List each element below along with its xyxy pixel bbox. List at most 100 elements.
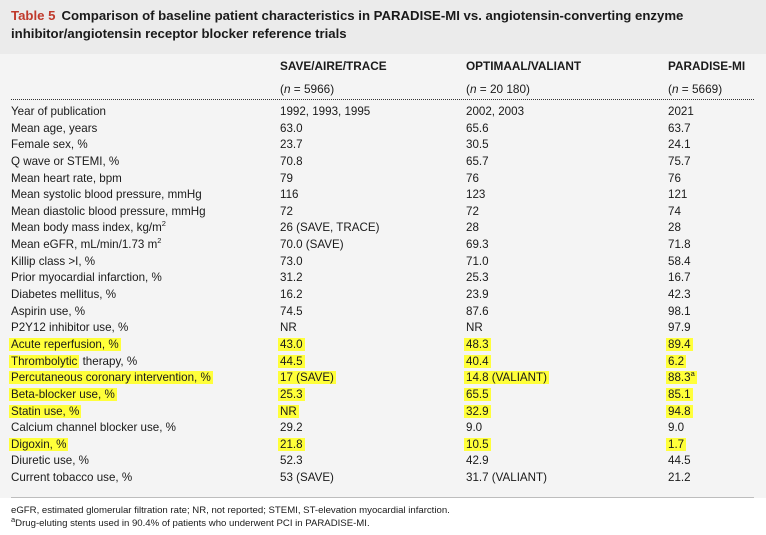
footnote-abbreviations: eGFR, estimated glomerular filtration ra… bbox=[11, 505, 450, 516]
table-row: Statin use, % NR 32.9 94.8 bbox=[0, 404, 766, 421]
cell-optimaal-valiant: 40.4 bbox=[464, 354, 491, 368]
cell-save-aire-trace: 25.3 bbox=[278, 387, 305, 401]
cell-save-aire-trace: 70.0 (SAVE) bbox=[280, 238, 344, 252]
row-label: Mean age, years bbox=[11, 121, 98, 135]
cell-paradise-mi: 74 bbox=[668, 204, 681, 218]
cell-optimaal-valiant: 2002, 2003 bbox=[466, 105, 525, 118]
cell-optimaal-valiant: 65.5 bbox=[464, 387, 491, 401]
cell-paradise-mi: 76 bbox=[668, 171, 681, 185]
table-row: Mean age, years 63.0 65.6 63.7 bbox=[0, 121, 766, 138]
table-title-text: Comparison of baseline patient character… bbox=[11, 8, 684, 41]
table-row: Thrombolytic therapy, % 44.5 40.4 6.2 bbox=[0, 354, 766, 371]
cell-paradise-mi: 16.7 bbox=[668, 271, 691, 285]
row-label: Calcium channel blocker use, % bbox=[11, 421, 176, 435]
cell-save-aire-trace: 74.5 bbox=[280, 304, 303, 318]
row-label: Diuretic use, % bbox=[11, 454, 89, 468]
cell-optimaal-valiant: 23.9 bbox=[466, 288, 489, 302]
cell-optimaal-valiant: 123 bbox=[466, 188, 486, 202]
row-label: Mean diastolic blood pressure, mmHg bbox=[11, 204, 206, 218]
cell-optimaal-valiant: 28 bbox=[466, 221, 479, 235]
row-label: Mean eGFR, mL/min/1.73 m2 bbox=[11, 236, 162, 252]
row-label: Mean heart rate, bpm bbox=[11, 171, 122, 185]
column-header-n: (n = 5966) bbox=[280, 82, 335, 96]
table-row: Mean heart rate, bpm 79 76 76 bbox=[0, 171, 766, 188]
cell-optimaal-valiant: 48.3 bbox=[464, 337, 491, 351]
table-number: Table 5 bbox=[11, 8, 56, 23]
footnote-a-mark: a bbox=[11, 514, 16, 524]
table-title: Table 5 Comparison of baseline patient ch… bbox=[11, 7, 756, 43]
table-row: Female sex, % 23.7 30.5 24.1 bbox=[0, 137, 766, 154]
title-band bbox=[0, 0, 766, 54]
cell-optimaal-valiant: 65.7 bbox=[466, 154, 489, 168]
table-row: Killip class >I, % 73.0 71.0 58.4 bbox=[0, 254, 766, 271]
cell-optimaal-valiant: 76 bbox=[466, 171, 479, 185]
cell-paradise-mi: 88.3a bbox=[666, 369, 697, 385]
cell-save-aire-trace: 26 (SAVE, TRACE) bbox=[280, 221, 380, 235]
table-row: Calcium channel blocker use, % 29.2 9.0 9.0 bbox=[0, 420, 766, 437]
row-label: Year of publication bbox=[11, 105, 106, 118]
cell-save-aire-trace: 63.0 bbox=[280, 121, 303, 135]
cell-save-aire-trace: 1992, 1993, 1995 bbox=[280, 105, 371, 118]
cell-paradise-mi: 94.8 bbox=[666, 404, 693, 418]
row-label: Aspirin use, % bbox=[11, 304, 86, 318]
row-label: Statin use, % bbox=[9, 404, 82, 418]
table-row: Aspirin use, % 74.5 87.6 98.1 bbox=[0, 304, 766, 321]
cell-paradise-mi: 28 bbox=[668, 221, 681, 235]
footnote-a: aDrug-eluting stents used in 90.4% of pa… bbox=[11, 514, 370, 530]
cell-save-aire-trace: 23.7 bbox=[280, 138, 303, 152]
cell-save-aire-trace: NR bbox=[278, 404, 299, 418]
cell-paradise-mi: 42.3 bbox=[668, 288, 691, 302]
table-row: Mean diastolic blood pressure, mmHg 72 72 7… bbox=[0, 204, 766, 221]
table-row: Diuretic use, % 52.3 42.9 44.5 bbox=[0, 453, 766, 470]
cell-paradise-mi: 9.0 bbox=[668, 421, 685, 435]
cell-save-aire-trace: 44.5 bbox=[278, 354, 305, 368]
table-row: Mean eGFR, mL/min/1.73 m2 70.0 (SAVE) 69.3… bbox=[0, 237, 766, 254]
row-label: Mean systolic blood pressure, mmHg bbox=[11, 188, 202, 202]
cell-paradise-mi: 1.7 bbox=[666, 437, 687, 451]
cell-save-aire-trace: 43.0 bbox=[278, 337, 305, 351]
table-row: Q wave or STEMI, % 70.8 65.7 75.7 bbox=[0, 154, 766, 171]
cell-paradise-mi: 58.4 bbox=[668, 254, 691, 268]
cell-save-aire-trace: 16.2 bbox=[280, 288, 303, 302]
table-row: Mean body mass index, kg/m2 26 (SAVE, TRA… bbox=[0, 220, 766, 237]
cell-optimaal-valiant: 31.7 (VALIANT) bbox=[466, 471, 547, 485]
cell-save-aire-trace: 17 (SAVE) bbox=[278, 371, 336, 385]
cell-save-aire-trace: NR bbox=[280, 321, 297, 335]
cell-optimaal-valiant: 14.8 (VALIANT) bbox=[464, 371, 549, 385]
cell-save-aire-trace: 116 bbox=[280, 188, 299, 202]
cell-optimaal-valiant: 10.5 bbox=[464, 437, 491, 451]
footnote-divider bbox=[11, 497, 754, 498]
cell-optimaal-valiant: 87.6 bbox=[466, 304, 489, 318]
row-label: Beta-blocker use, % bbox=[9, 387, 117, 401]
cell-optimaal-valiant: 72 bbox=[466, 204, 479, 218]
cell-optimaal-valiant: 30.5 bbox=[466, 138, 489, 152]
column-header-name: PARADISE-MI bbox=[668, 59, 746, 73]
cell-save-aire-trace: 73.0 bbox=[280, 254, 303, 268]
table-background bbox=[0, 54, 766, 498]
row-label: Female sex, % bbox=[11, 138, 88, 152]
column-header-name: SAVE/AIRE/TRACE bbox=[280, 59, 387, 73]
table-row: Digoxin, % 21.8 10.5 1.7 bbox=[0, 437, 766, 454]
table-row: Current tobacco use, % 53 (SAVE) 31.7 (VAL… bbox=[0, 470, 766, 487]
table-row: Beta-blocker use, % 25.3 65.5 85.1 bbox=[0, 387, 766, 404]
cell-optimaal-valiant: NR bbox=[466, 321, 483, 335]
cell-paradise-mi: 2021 bbox=[668, 105, 694, 118]
cell-paradise-mi: 24.1 bbox=[668, 138, 691, 152]
table-row: Prior myocardial infarction, % 31.2 25.3 16… bbox=[0, 270, 766, 287]
column-header-save-aire-trace: SAVE/AIRE/TRACE (n = 5966) bbox=[280, 58, 387, 98]
cell-save-aire-trace: 52.3 bbox=[280, 454, 303, 468]
cell-save-aire-trace: 79 bbox=[280, 171, 293, 185]
cell-paradise-mi: 121 bbox=[668, 188, 688, 202]
row-label: Q wave or STEMI, % bbox=[11, 154, 120, 168]
column-header-optimaal-valiant: OPTIMAAL/VALIANT (n = 20 180) bbox=[466, 58, 581, 98]
column-header-n: (n = 5669) bbox=[668, 82, 723, 96]
row-label: P2Y12 inhibitor use, % bbox=[11, 321, 129, 335]
row-label: Diabetes mellitus, % bbox=[11, 288, 117, 302]
cell-optimaal-valiant: 65.6 bbox=[466, 121, 489, 135]
row-label: Thrombolytic therapy, % bbox=[9, 354, 138, 368]
cell-save-aire-trace: 29.2 bbox=[280, 421, 303, 435]
cell-optimaal-valiant: 25.3 bbox=[466, 271, 489, 285]
cell-save-aire-trace: 72 bbox=[280, 204, 293, 218]
table-row: Acute reperfusion, % 43.0 48.3 89.4 bbox=[0, 337, 766, 354]
